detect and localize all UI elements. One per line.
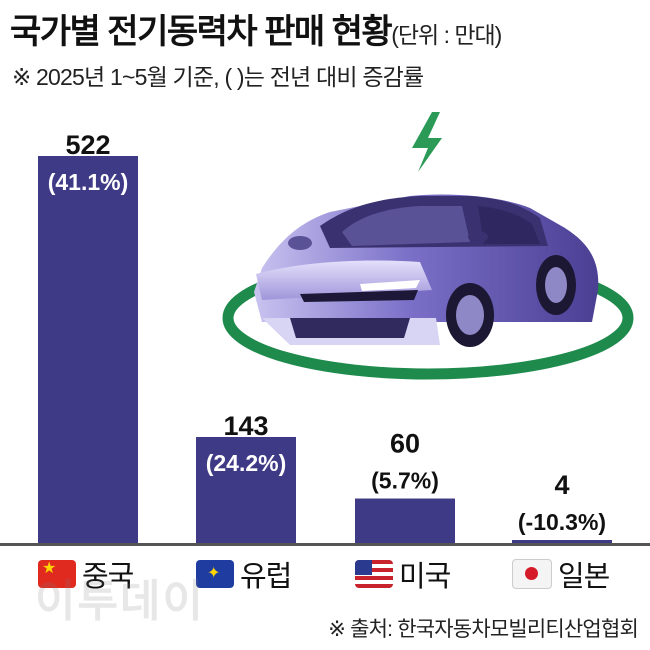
electric-car-icon [254,194,599,347]
us-flag-icon [355,560,393,588]
lightning-bolt-icon [412,112,442,172]
eu-flag-icon [196,560,234,588]
baseline [0,543,650,546]
watermark: 이투데이 [35,577,205,626]
category-label: 일본 [558,561,610,593]
category-japan: 일본 [512,553,610,595]
value-label: 522 [65,130,110,160]
value-label: 60 [390,429,420,459]
value-label: 143 [223,411,268,441]
chart-subtitle: ※ 2025년 1~5월 기준, ( )는 전년 대비 증감률 [12,64,424,90]
category-label: 유럽 [240,561,292,593]
growth-label: (24.2%) [206,450,287,476]
category-europe: 유럽 [196,553,292,595]
electric-car-illustration [222,112,634,380]
bar-유럽 [196,436,296,543]
growth-label: (-10.3%) [518,509,606,535]
title-row: 국가별 전기동력차 판매 현황(단위 : 만대) [10,4,502,53]
chart-title: 국가별 전기동력차 판매 현황 [10,13,393,51]
unit-label: (단위 : 만대) [391,22,502,48]
source-note: ※ 출처: 한국자동차모빌리티산업협회 [328,618,639,641]
value-label: 4 [554,470,569,500]
growth-label: (5.7%) [371,468,439,494]
growth-label: (41.1%) [48,169,129,195]
bar-일본 [512,540,612,543]
category-usa: 미국 [355,553,451,595]
category-label: 미국 [399,561,451,593]
bar-중국 [38,156,138,543]
china-flag-icon [38,560,76,588]
japan-flag-icon [512,559,552,589]
bars-group: 522 (41.1%) 143 (24.2%) 60 (5.7%) 4 (-10.3%) [38,130,612,543]
bar-미국 [355,498,455,543]
category-label: 중국 [82,561,134,593]
category-china: 중국 [38,553,134,595]
